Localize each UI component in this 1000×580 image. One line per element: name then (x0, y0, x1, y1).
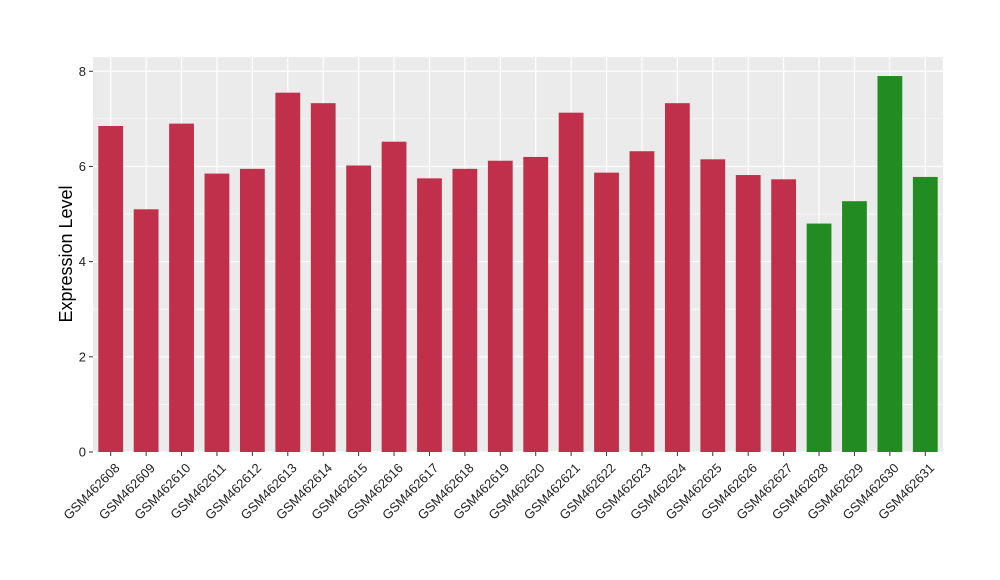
bar (310, 103, 336, 452)
y-tick-label: 8 (79, 64, 86, 79)
bar (169, 123, 194, 453)
x-axis: GSM462608GSM462609GSM462610GSM462611GSM4… (60, 452, 937, 523)
bar (275, 92, 301, 452)
bar (204, 173, 230, 453)
plot-panel (93, 57, 943, 452)
bar (133, 209, 159, 452)
bar (346, 165, 372, 452)
bar (806, 223, 832, 452)
y-tick-label: 2 (79, 349, 86, 364)
bar (558, 112, 584, 452)
bar (912, 176, 938, 452)
y-tick-label: 6 (79, 159, 86, 174)
bar (700, 159, 726, 452)
y-tick-label: 4 (79, 254, 86, 269)
bar (877, 76, 903, 453)
bar (629, 151, 655, 452)
bar (771, 179, 797, 452)
bars (98, 76, 938, 453)
y-axis-title: Expression Level (56, 185, 76, 322)
bar (417, 178, 442, 453)
y-tick-label: 0 (79, 445, 86, 460)
y-axis: 0 2 4 6 8 (79, 64, 93, 460)
bar (239, 168, 265, 453)
bar (487, 160, 513, 452)
bar (664, 103, 690, 452)
bar (594, 172, 619, 452)
bar (523, 156, 549, 452)
bar (842, 201, 867, 452)
bar (452, 168, 478, 453)
bar (381, 141, 407, 452)
bar (735, 175, 761, 452)
bar (98, 126, 124, 452)
